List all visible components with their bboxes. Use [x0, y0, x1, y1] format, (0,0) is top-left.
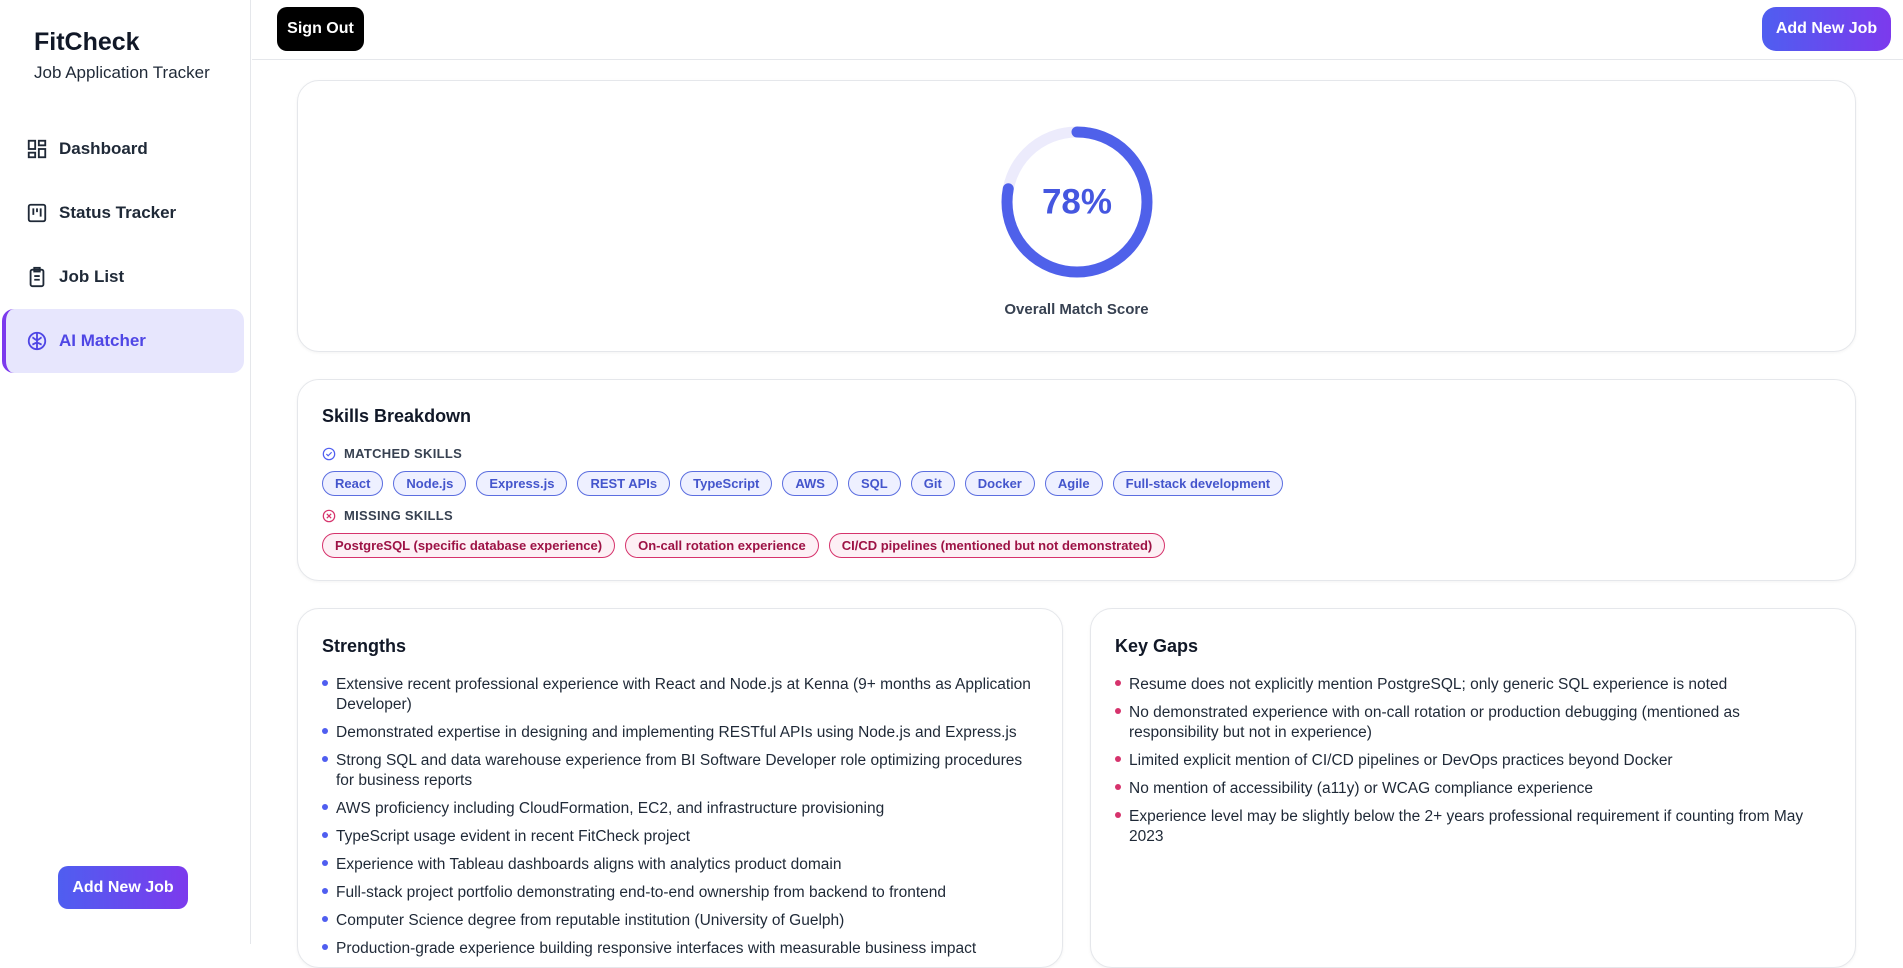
skill-chip: REST APIs [577, 471, 671, 496]
icon [322, 509, 336, 522]
skill-chip: Agile [1044, 471, 1103, 496]
skill-chip: TypeScript [680, 471, 773, 496]
card-title: Strengths [322, 636, 407, 656]
strength-item: Full-stack project portfolio demonstrati… [322, 883, 1038, 903]
skill-chip: React [322, 471, 384, 496]
strength-item: Demonstrated expertise in designing and … [322, 723, 1038, 743]
sign-out-button[interactable]: Sign Out [277, 7, 364, 51]
gaps-list: Resume does not explicitly mention Postg… [1115, 675, 1831, 855]
score-card: 78% Overall Match Score [297, 80, 1856, 352]
add-job-button[interactable]: Add New Job [1762, 7, 1891, 51]
strength-item: Strong SQL and data warehouse experience… [322, 751, 1038, 791]
section-label: MISSING SKILLS [344, 508, 453, 523]
app-subtitle: Job Application Tracker [34, 63, 210, 82]
strengths-list: Extensive recent professional experience… [322, 675, 1038, 967]
nav-label: Status Tracker [59, 203, 177, 222]
card-title: Key Gaps [1115, 636, 1199, 656]
skill-chip: Node.js [393, 471, 467, 496]
sidebar: FitCheck Job Application Tracker Dashboa… [0, 0, 251, 944]
gap-item: No mention of accessibility (a11y) or WC… [1115, 779, 1831, 799]
nav-item[interactable]: Job List [2, 245, 244, 309]
strength-item: Experience with Tableau dashboards align… [322, 855, 1038, 875]
icon [27, 331, 47, 351]
skills-card: Skills Breakdown MATCHED SKILLS React Nod… [297, 379, 1856, 581]
section-label: MATCHED SKILLS [344, 446, 463, 461]
nav-item[interactable]: Dashboard [2, 117, 244, 181]
missing-chips: PostgreSQL (specific database experience… [322, 533, 1166, 558]
icon [29, 266, 45, 288]
nav-label: Dashboard [59, 139, 148, 158]
gap-item: Experience level may be slightly below t… [1115, 807, 1831, 847]
topbar: Sign Out Add New Job [252, 0, 1903, 60]
strength-item: TypeScript usage evident in recent FitCh… [322, 827, 1038, 847]
skill-chip: Full-stack development [1112, 471, 1284, 496]
skill-chip: PostgreSQL (specific database experience… [322, 533, 616, 558]
strength-item: Extensive recent professional experience… [322, 675, 1038, 715]
skill-chip: Docker [964, 471, 1035, 496]
skill-chip: On-call rotation experience [625, 533, 819, 558]
add-job-button[interactable]: Add New Job [58, 866, 188, 909]
nav-item-active[interactable]: AI Matcher [2, 309, 244, 373]
strengths-card: Strengths Extensive recent professional … [297, 608, 1063, 968]
missing-label-row: MISSING SKILLS [322, 508, 453, 523]
strength-item: Production-grade experience building res… [322, 939, 1038, 959]
icon [27, 139, 47, 159]
gap-item: No demonstrated experience with on-call … [1115, 703, 1831, 743]
nav-label: AI Matcher [59, 331, 146, 350]
gap-item: Limited explicit mention of CI/CD pipeli… [1115, 751, 1831, 771]
skill-chip: AWS [782, 471, 838, 496]
matched-chips: React Node.js Express.js REST APIs TypeScrip… [322, 471, 1284, 496]
icon [322, 447, 336, 460]
card-title: Skills Breakdown [322, 406, 472, 426]
score-label: 78% [1042, 182, 1112, 221]
nav-label: Job List [59, 267, 125, 286]
skill-chip: CI/CD pipelines (mentioned but not demon… [828, 533, 1166, 558]
skill-chip: Git [910, 471, 955, 496]
score-ring: 78% [1001, 126, 1153, 278]
gaps-card: Key Gaps Resume does not explicitly ment… [1090, 608, 1856, 968]
strength-item: AWS proficiency including CloudFormation… [322, 799, 1038, 819]
ring-arc [1001, 126, 1153, 278]
icon [27, 203, 47, 223]
app-title: FitCheck [34, 28, 140, 56]
gap-item: Resume does not explicitly mention Postg… [1115, 675, 1831, 695]
strength-item: Computer Science degree from reputable i… [322, 911, 1038, 931]
skill-chip: Express.js [476, 471, 568, 496]
score-caption: Overall Match Score [1004, 301, 1149, 318]
skill-chip: SQL [847, 471, 901, 496]
matched-label-row: MATCHED SKILLS [322, 446, 462, 461]
nav-item[interactable]: Status Tracker [2, 181, 244, 245]
